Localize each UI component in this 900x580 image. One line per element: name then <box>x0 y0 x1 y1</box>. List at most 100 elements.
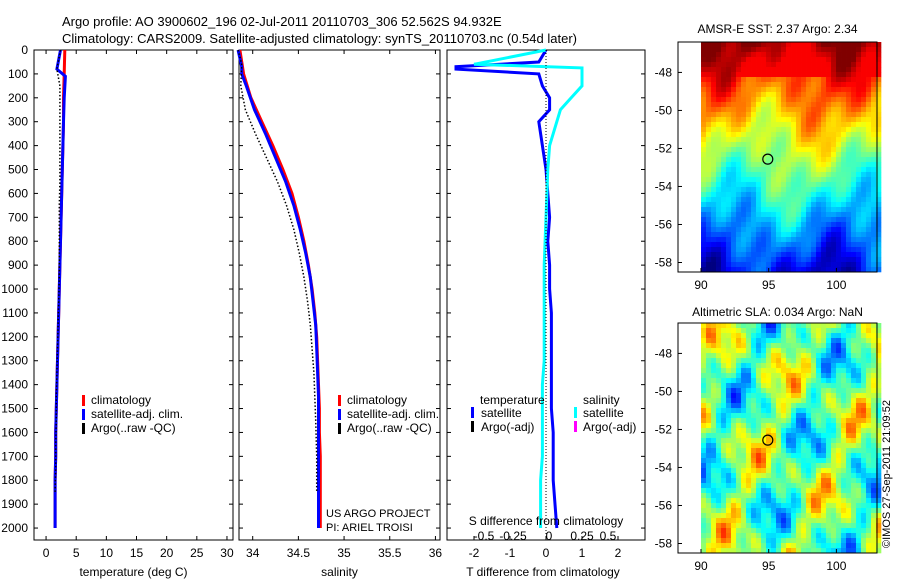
sst-field-cell <box>706 217 712 223</box>
sst-field-cell <box>786 222 792 228</box>
sla-field-cell <box>766 403 772 409</box>
sst-field-cell <box>701 242 707 248</box>
sst-field-cell <box>746 122 752 128</box>
sst-field-cell <box>736 72 742 78</box>
sla-field-cell <box>861 383 867 389</box>
sla-field-cell <box>726 483 732 489</box>
difference-s-tick-label: 0.25 <box>570 529 594 543</box>
sla-field-cell <box>861 493 867 499</box>
sla-field-cell <box>871 468 877 474</box>
sst-field-cell <box>826 122 832 128</box>
sst-field-cell <box>756 122 762 128</box>
sst-field-cell <box>721 237 727 243</box>
sla-field-cell <box>701 383 707 389</box>
sla-field-cell <box>786 328 792 334</box>
sst-field-cell <box>856 262 862 268</box>
sla-field-cell <box>811 503 817 509</box>
sla-field-cell <box>821 378 827 384</box>
sla-field-cell <box>741 368 747 374</box>
sst-field-cell <box>751 217 757 223</box>
sst-field-cell <box>866 47 872 53</box>
sla-field-cell <box>856 393 862 399</box>
sst-field-cell <box>701 122 707 128</box>
sst-field-cell <box>711 162 717 168</box>
sst-field-cell <box>781 267 787 273</box>
sla-field-cell <box>781 453 787 459</box>
sla-field-cell <box>781 383 787 389</box>
sla-field-cell <box>711 428 717 434</box>
sst-field-cell <box>721 242 727 248</box>
sst-field-cell <box>876 42 882 48</box>
sla-field-cell <box>706 463 712 469</box>
sla-field-cell <box>771 373 777 379</box>
sst-field-cell <box>811 217 817 223</box>
sla-field-cell <box>816 413 822 419</box>
sla-field-cell <box>706 528 712 534</box>
sla-field-cell <box>856 473 862 479</box>
sla-field-cell <box>741 478 747 484</box>
sla-field-cell <box>741 538 747 544</box>
temperature-legend-swatch <box>82 409 85 420</box>
temperature-ytick-label: 500 <box>8 163 28 177</box>
sla-field-cell <box>701 363 707 369</box>
sla-field-cell <box>781 438 787 444</box>
sla-field-cell <box>731 538 737 544</box>
sst-field-cell <box>841 232 847 238</box>
sla-field-cell <box>776 453 782 459</box>
sla-field-cell <box>781 368 787 374</box>
sla-field-cell <box>851 423 857 429</box>
sst-field-cell <box>721 167 727 173</box>
sst-field-cell <box>756 217 762 223</box>
sst-field-cell <box>846 222 852 228</box>
sla-field-cell <box>866 448 872 454</box>
sst-field-cell <box>746 242 752 248</box>
sst-field-cell <box>821 267 827 273</box>
sst-field-cell <box>746 182 752 188</box>
sla-field-cell <box>816 548 822 554</box>
sla-field-cell <box>726 348 732 354</box>
sst-field-cell <box>876 247 882 253</box>
sst-field-cell <box>826 252 832 258</box>
sla-field-cell <box>761 528 767 534</box>
sla-field-cell <box>756 403 762 409</box>
sst-field-cell <box>866 137 872 143</box>
sst-field-cell <box>761 172 767 178</box>
sla-field-cell <box>706 468 712 474</box>
sst-field-cell <box>831 232 837 238</box>
sst-field-cell <box>716 97 722 103</box>
sla-field-cell <box>861 533 867 539</box>
sst-field-cell <box>711 172 717 178</box>
sst-field-cell <box>781 177 787 183</box>
sst-ytick-label: -58 <box>655 255 673 269</box>
sla-field-cell <box>726 358 732 364</box>
figure-title-line2: Climatology: CARS2009. Satellite-adjuste… <box>62 31 577 46</box>
sst-field-cell <box>736 267 742 273</box>
sst-field-cell <box>786 167 792 173</box>
sla-field-cell <box>791 408 797 414</box>
sla-field-cell <box>851 343 857 349</box>
sla-field-cell <box>871 413 877 419</box>
sst-field-cell <box>731 212 737 218</box>
sst-field-cell <box>731 92 737 98</box>
sla-field-cell <box>831 518 837 524</box>
sst-field-cell <box>751 152 757 158</box>
sla-field-cell <box>781 398 787 404</box>
sla-field-cell <box>871 333 877 339</box>
sst-field-cell <box>786 137 792 143</box>
sst-field-cell <box>831 102 837 108</box>
sla-field-cell <box>841 523 847 529</box>
sst-xtick-label: 90 <box>694 278 708 292</box>
sla-field-cell <box>751 423 757 429</box>
sla-field-cell <box>761 443 767 449</box>
sla-field-cell <box>701 343 707 349</box>
sst-field-cell <box>821 197 827 203</box>
sst-field-cell <box>741 232 747 238</box>
sla-field-cell <box>876 438 882 444</box>
sla-field-cell <box>821 478 827 484</box>
sla-field-cell <box>841 543 847 549</box>
sst-field-cell <box>786 232 792 238</box>
sst-field-cell <box>741 132 747 138</box>
sst-field-cell <box>796 247 802 253</box>
sst-field-cell <box>841 132 847 138</box>
sst-field-cell <box>756 47 762 53</box>
